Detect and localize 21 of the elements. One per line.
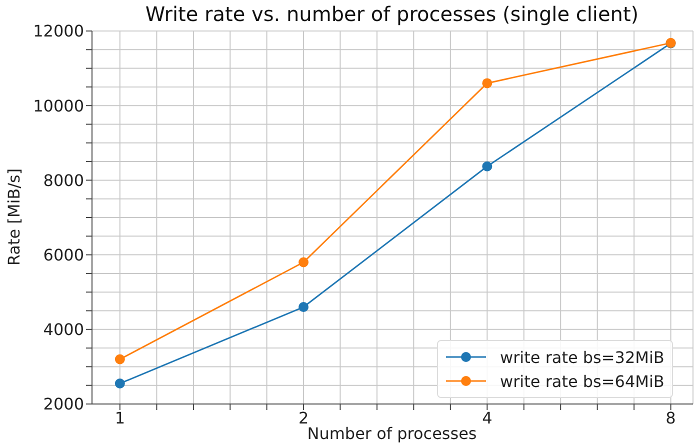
y-tick-label: 6000 [43,245,84,264]
point [482,78,492,88]
y-axis-title: Rate [MiB/s] [4,168,24,266]
legend-label: write rate bs=32MiB [500,348,664,366]
x-tick-label: 1 [114,408,126,428]
y-tick-label: 8000 [43,170,84,190]
y-tick-label: 4000 [43,320,84,340]
x-tick-label: 2 [298,408,309,428]
x-tick-label: 4 [482,408,492,428]
point [482,161,492,172]
y-tick-label: 10000 [33,96,84,116]
point [298,257,309,268]
y-tick-label: 12000 [33,22,84,41]
point [298,302,309,312]
legend-label: write rate bs=64MiB [500,372,664,390]
x-axis-title: Number of processes [307,424,477,443]
point [114,378,125,388]
chart-title: Write rate vs. number of processes (single client) [144,2,640,26]
x-tick-label: 8 [666,408,676,428]
y-tick-label: 2000 [43,394,84,414]
point [114,354,125,364]
